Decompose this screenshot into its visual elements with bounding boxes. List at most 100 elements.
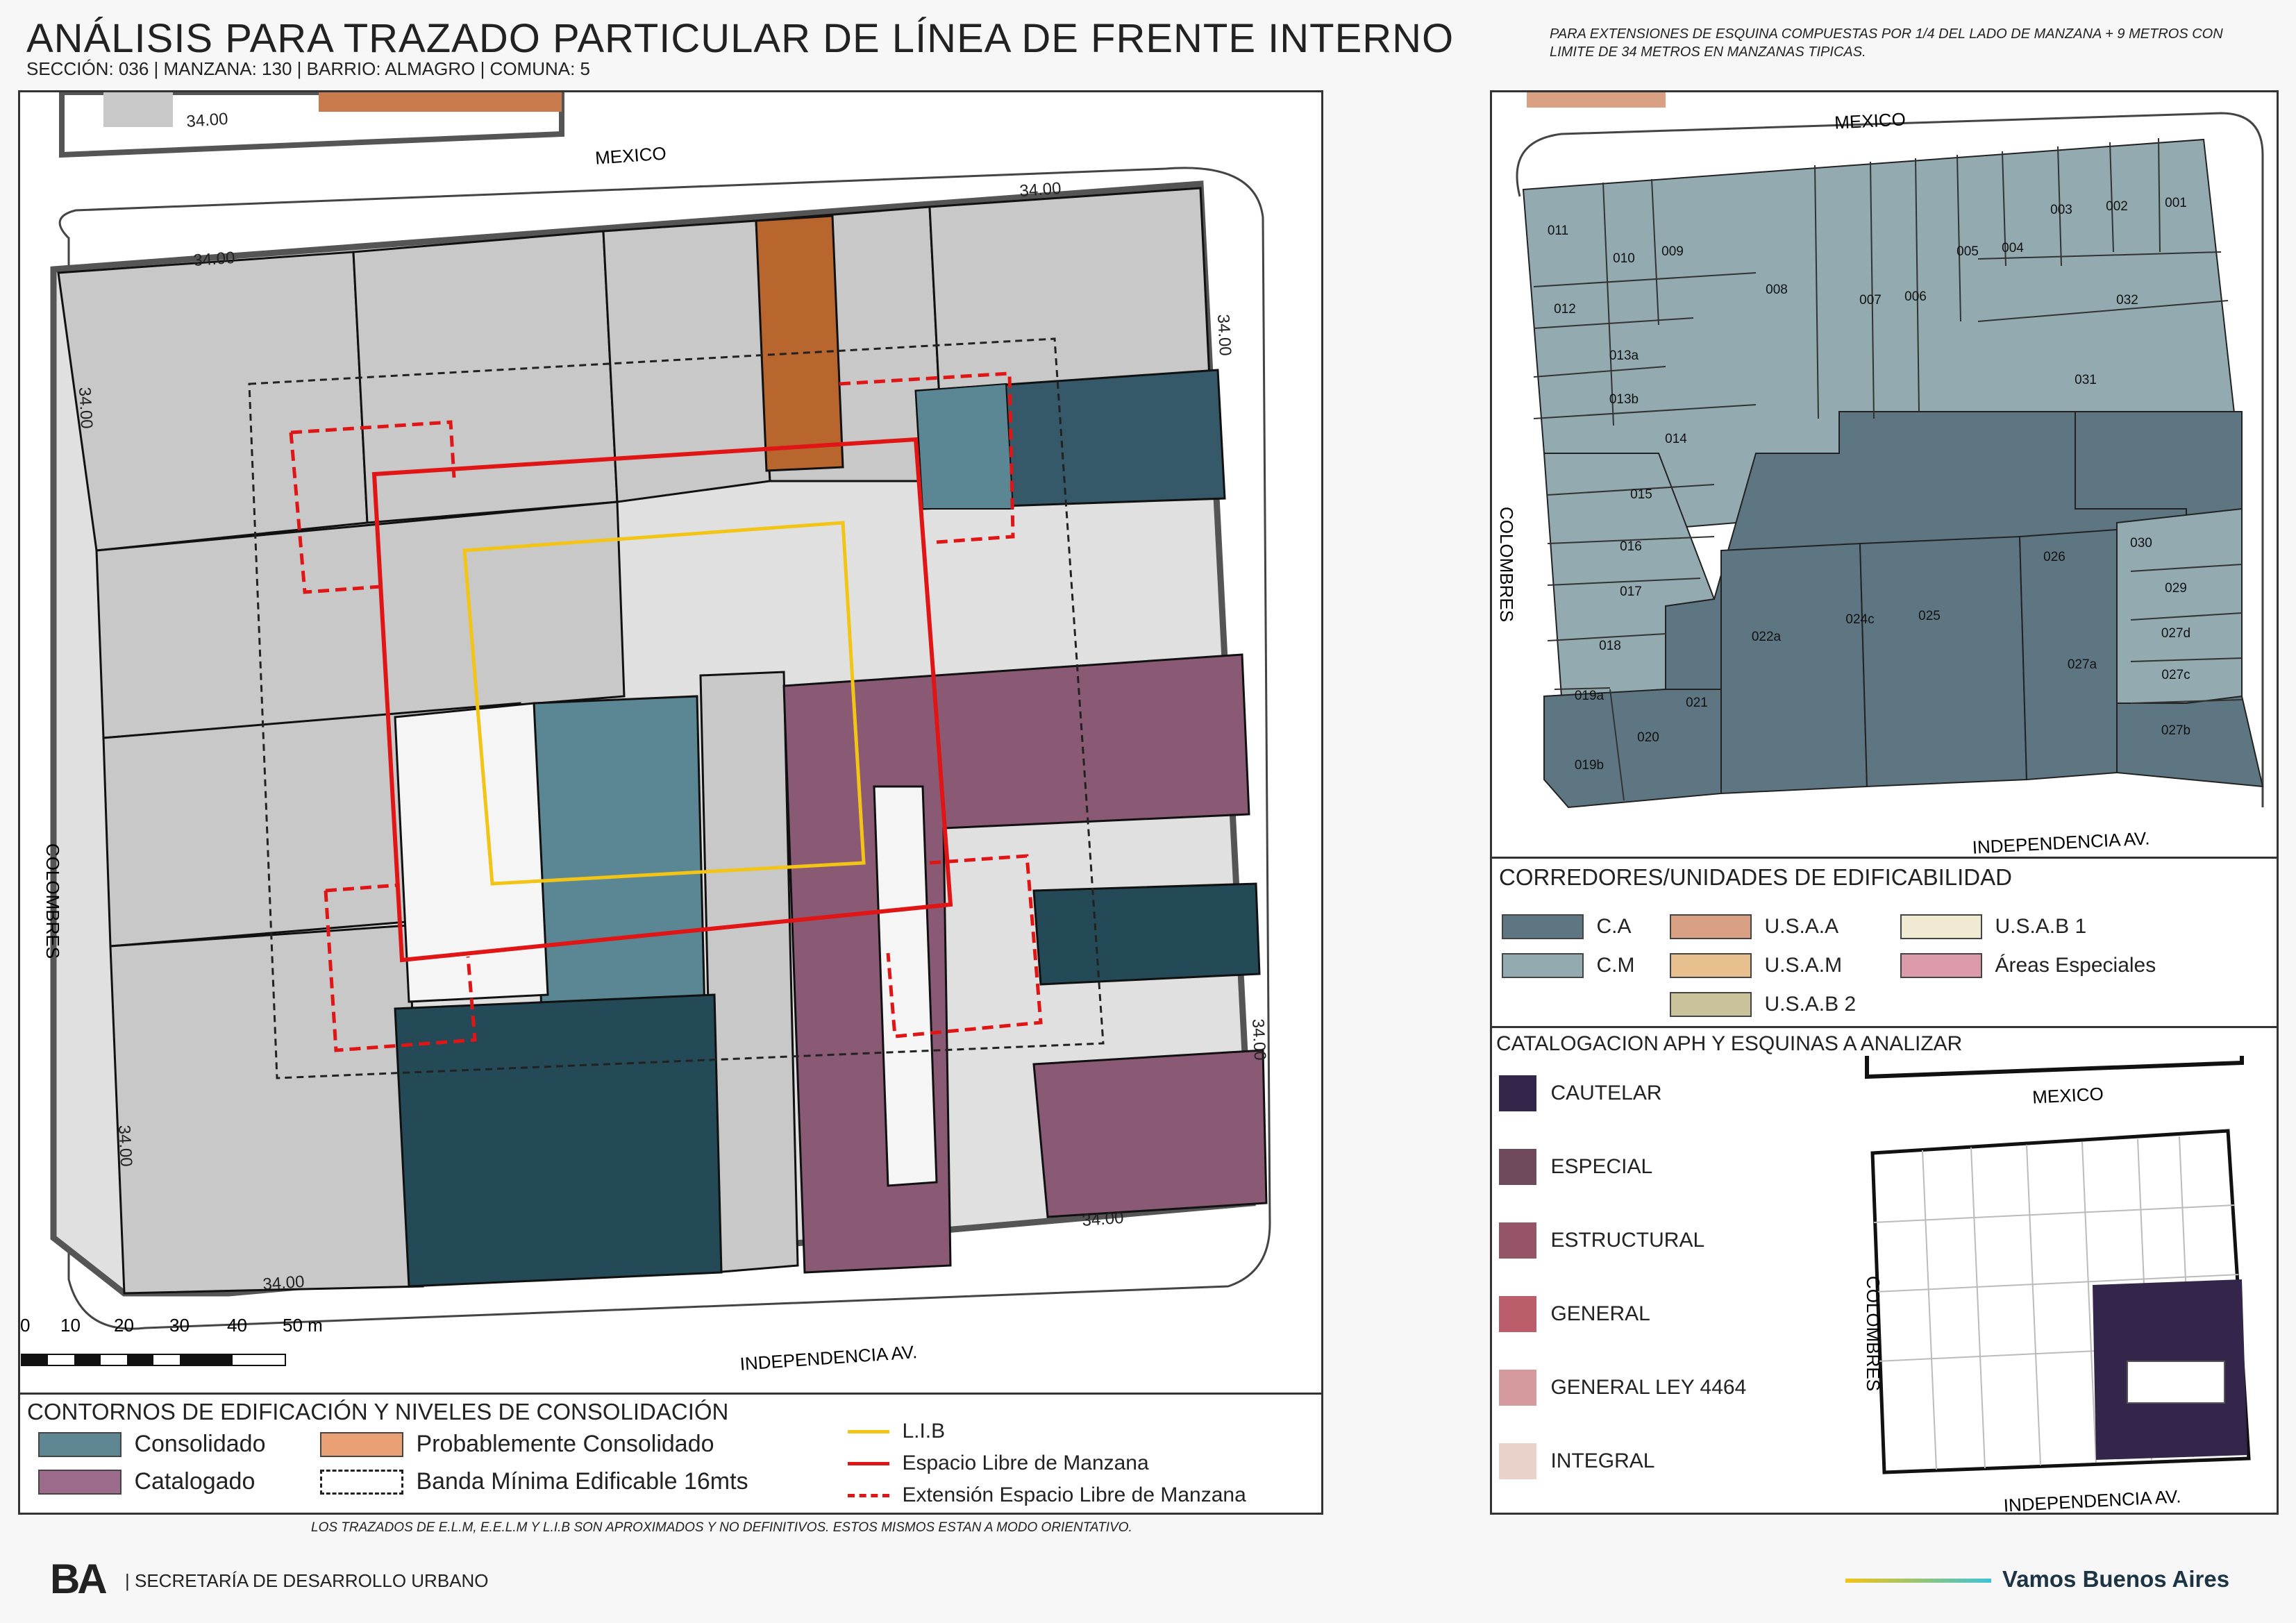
corner-dim-label: 34.00 (1082, 1209, 1125, 1230)
cat-cautelar: CAUTELAR (1499, 1075, 1662, 1111)
legend-line-swatch (848, 1493, 889, 1497)
legend-label: ESTRUCTURAL (1550, 1229, 1705, 1252)
brand-gradient-line (1845, 1579, 1991, 1583)
parcel-number: 021 (1686, 696, 1708, 710)
street-bottom-label: INDEPENDENCIA AV. (739, 1341, 918, 1374)
legend-label: L.I.B (902, 1420, 946, 1443)
corredor-usaa: U.S.A.A (1670, 914, 1838, 939)
legend-swatch (320, 1469, 403, 1495)
parcel-number: 001 (2165, 196, 2187, 210)
corner-dim-label: 34.00 (186, 110, 229, 131)
scale-tick: 0 (20, 1315, 30, 1336)
legend-label: Catalogado (134, 1468, 255, 1495)
cat-general-ley: GENERAL LEY 4464 (1499, 1370, 1746, 1406)
legend-swatch (1900, 953, 1982, 978)
legend-swatch (1499, 1443, 1536, 1479)
parcel-number: 015 (1630, 487, 1652, 502)
scale-bar: 0 10 20 30 40 50 m (20, 1315, 323, 1366)
ca-area (2018, 528, 2118, 781)
legend-label: GENERAL (1550, 1302, 1650, 1325)
page-subtitle: SECCIÓN: 036 | MANZANA: 130 | BARRIO: AL… (26, 58, 591, 79)
corner-dim-label: 34.00 (1019, 179, 1062, 201)
corredor-ca: C.A (1502, 914, 1631, 939)
legend-swatch (1499, 1296, 1536, 1332)
free-block-space (371, 437, 953, 963)
ca-area (1859, 535, 2028, 788)
legend-item-consolidado: Consolidado (38, 1431, 265, 1458)
corredores-panel: CORREDORES/UNIDADES DE EDIFICABILIDAD C.… (1490, 857, 2279, 1029)
ca-area (1720, 542, 1868, 795)
neighbour-building (103, 92, 173, 127)
scale-tick: 30 (169, 1315, 190, 1336)
legend-line-lib: L.I.B (848, 1420, 945, 1443)
legend-label: U.S.A.B 2 (1764, 993, 1857, 1016)
corredor-cm: C.M (1502, 953, 1634, 978)
footer-org: | SECRETARÍA DE DESARROLLO URBANO (125, 1570, 489, 1591)
legend-footnote: LOS TRAZADOS DE E.L.M, E.E.L.M Y L.I.B S… (311, 1520, 1132, 1535)
legend-label: Consolidado (134, 1431, 266, 1457)
parcel-map: 011 010 009 008 007 006 005 004 003 002 … (1496, 92, 2264, 858)
parcel (57, 251, 369, 552)
legend-label: U.S.A.A (1764, 915, 1839, 938)
parcel-number: 005 (1956, 244, 1979, 259)
corredor-usab2: U.S.A.B 2 (1670, 992, 1856, 1017)
legend-item-catalogado: Catalogado (38, 1468, 255, 1495)
legend-swatch (1900, 914, 1982, 939)
street-top-label: MEXICO (594, 142, 667, 168)
parcel-number: 013b (1609, 392, 1639, 407)
main-map: MEXICO INDEPENDENCIA AV. COLOMBRES 34.00… (20, 90, 1271, 1374)
cat-estructural: ESTRUCTURAL (1499, 1222, 1704, 1259)
legend-swatch (1670, 992, 1752, 1017)
legend-item-probable: Probablemente Consolidado (320, 1431, 714, 1458)
neighbour-building (1527, 92, 1666, 108)
legend-label: CAUTELAR (1550, 1082, 1662, 1104)
neighbour-building (319, 92, 562, 112)
corredor-areas-especiales: Áreas Especiales (1900, 953, 2156, 978)
legend-line-swatch (848, 1429, 889, 1433)
legend-swatch (1502, 914, 1584, 939)
parcel-number: 007 (1859, 293, 1882, 308)
legend-label: U.S.A.B 1 (1995, 915, 2087, 938)
legend-swatch (1502, 953, 1584, 978)
legend-heading: CONTORNOS DE EDIFICACIÓN Y NIVELES DE CO… (27, 1399, 729, 1424)
legend-label: Banda Mínima Edificable 16mts (416, 1468, 748, 1495)
cat-especial: ESPECIAL (1499, 1149, 1652, 1185)
legend-swatch (38, 1431, 121, 1457)
parcel-number: 014 (1665, 432, 1687, 446)
street-left-label: COLOMBRES (1496, 507, 1517, 622)
cat-integral: INTEGRAL (1499, 1443, 1654, 1479)
catalogacion-panel: CATALOGACION APH Y ESQUINAS A ANALIZAR C… (1490, 1026, 2279, 1515)
parcel-number: 002 (2106, 199, 2128, 214)
corner-dim-label: 34.00 (115, 1125, 135, 1167)
probably-consolidated-building (755, 215, 844, 472)
parcel-number: 030 (2130, 536, 2152, 550)
corner-dim-label: 34.00 (193, 249, 236, 270)
main-map-panel: MEXICO INDEPENDENCIA AV. COLOMBRES 34.00… (18, 90, 1323, 1395)
parcel-numbers: 011 010 009 008 007 006 005 004 003 002 … (1548, 196, 2190, 773)
parcel-number: 008 (1766, 283, 1788, 297)
legend-swatch (1670, 914, 1752, 939)
main-legend: CONTORNOS DE EDIFICACIÓN Y NIVELES DE CO… (18, 1393, 1323, 1515)
page-title: ANÁLISIS PARA TRAZADO PARTICULAR DE LÍNE… (26, 16, 1455, 61)
legend-item-banda: Banda Mínima Edificable 16mts (320, 1468, 748, 1495)
parcel-number: 029 (2165, 581, 2187, 596)
parcel-number: 003 (2050, 203, 2072, 217)
parcel-number: 013a (1609, 348, 1639, 363)
parcel-number: 027d (2161, 626, 2190, 641)
parcel-number: 027b (2161, 723, 2190, 738)
parcel-number: 024c (1845, 612, 1874, 627)
lib-line (462, 521, 866, 886)
mini-street-top-label: MEXICO (2032, 1083, 2104, 1107)
consolidated-building (1032, 882, 1261, 986)
legend-swatch (1499, 1370, 1536, 1406)
catalogacion-heading: CATALOGACION APH Y ESQUINAS A ANALIZAR (1496, 1032, 1963, 1055)
mini-street-bottom-label: INDEPENDENCIA AV. (2003, 1486, 2181, 1514)
parcel (109, 924, 424, 1295)
parcel-number: 022a (1752, 630, 1782, 644)
legend-swatch (38, 1469, 121, 1495)
legend-label: GENERAL LEY 4464 (1550, 1376, 1747, 1399)
free-space-extension (289, 371, 1043, 1052)
parcel-number: 004 (2002, 241, 2024, 255)
legend-label: Espacio Libre de Manzana (902, 1452, 1149, 1474)
parcel-number: 011 (1548, 224, 1568, 238)
